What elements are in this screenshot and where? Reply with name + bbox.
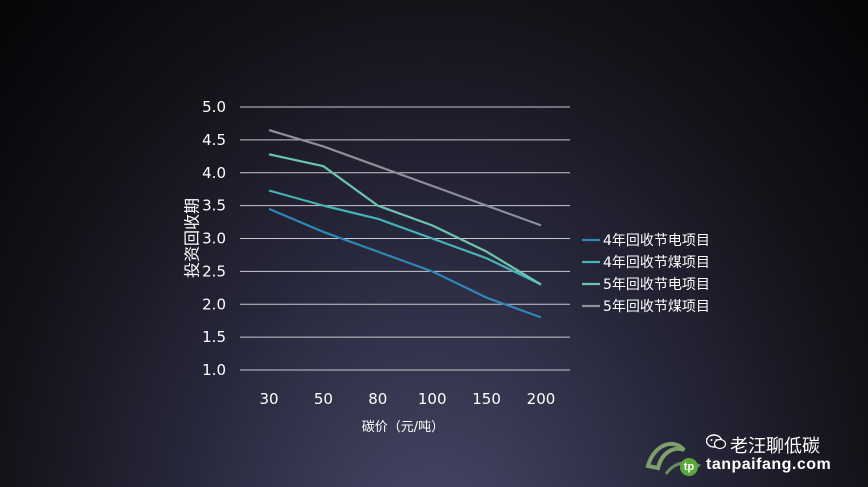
x-tick-label: 80 — [368, 390, 387, 408]
watermark-url: tanpaifang.com — [706, 456, 832, 473]
x-axis-title: 碳价（元/吨） — [362, 420, 444, 435]
legend-label: 5年回收节电项目 — [603, 277, 710, 293]
x-tick-label: 50 — [314, 390, 333, 408]
wechat-icon — [706, 434, 726, 450]
legend-label: 4年回收节煤项目 — [603, 255, 710, 271]
series-line — [268, 207, 542, 319]
bird-logo-icon — [645, 441, 701, 475]
y-tick-label: 3.0 — [202, 230, 226, 248]
y-tick-label: 1.0 — [202, 361, 226, 379]
y-tick-label: 4.0 — [202, 164, 226, 182]
y-tick-label: 2.0 — [202, 295, 226, 313]
series-line — [268, 189, 542, 286]
x-tick-label: 100 — [418, 390, 447, 408]
watermark: 老汪聊低碳 tp tanpaifang.com — [644, 424, 866, 484]
y-axis-ticks: 1.0 1.5 2.0 2.5 3.0 3.5 4.0 4.5 5.0 — [202, 98, 226, 379]
y-tick-label: 4.5 — [202, 131, 226, 149]
y-axis-title: 投资回收期 — [183, 198, 202, 278]
series-line — [268, 128, 542, 227]
watermark-name: 老汪聊低碳 — [730, 436, 820, 457]
grid-lines — [240, 106, 570, 371]
legend-label: 4年回收节电项目 — [603, 233, 710, 249]
series-line — [268, 153, 542, 286]
x-tick-label: 200 — [527, 390, 556, 408]
y-tick-label: 2.5 — [202, 262, 226, 280]
site-logo-icon: tp — [680, 458, 698, 476]
x-tick-label: 30 — [259, 390, 278, 408]
x-tick-label: 150 — [472, 390, 501, 408]
y-tick-label: 3.5 — [202, 197, 226, 215]
legend: 4年回收节电项目 4年回收节煤项目 5年回收节电项目 5年回收节煤项目 — [582, 233, 710, 315]
y-tick-label: 5.0 — [202, 98, 226, 116]
legend-label: 5年回收节煤项目 — [603, 299, 710, 315]
y-tick-label: 1.5 — [202, 328, 226, 346]
x-axis-ticks: 30 50 80 100 150 200 — [259, 390, 555, 408]
series-lines — [268, 128, 542, 319]
